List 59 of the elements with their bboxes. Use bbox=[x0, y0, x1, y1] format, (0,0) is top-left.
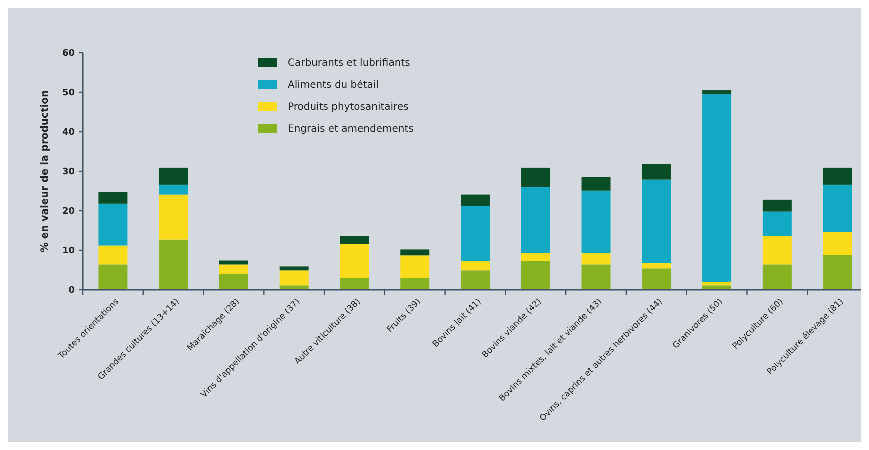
bar bbox=[521, 253, 550, 262]
y-tick-label: 50 bbox=[62, 88, 75, 98]
bar bbox=[219, 264, 248, 274]
bar bbox=[762, 236, 792, 265]
y-axis-title: % en valeur de la production bbox=[40, 90, 51, 253]
bar bbox=[762, 200, 792, 212]
bar bbox=[219, 274, 248, 290]
bar bbox=[582, 253, 611, 265]
y-tick-label: 40 bbox=[62, 128, 75, 138]
bar bbox=[521, 168, 550, 188]
bar bbox=[400, 256, 430, 278]
bar bbox=[702, 282, 732, 286]
bar bbox=[461, 270, 490, 290]
bar bbox=[642, 164, 672, 180]
bar bbox=[400, 278, 430, 290]
legend-label: Produits phytosanitaires bbox=[288, 102, 409, 113]
bar bbox=[762, 212, 792, 236]
bar bbox=[98, 246, 128, 265]
bar bbox=[582, 264, 611, 290]
bar bbox=[340, 236, 370, 244]
bar bbox=[159, 194, 188, 240]
y-tick-label: 10 bbox=[62, 246, 75, 256]
bar bbox=[159, 240, 188, 290]
bar bbox=[642, 263, 672, 269]
bar bbox=[823, 184, 852, 232]
bar bbox=[340, 278, 370, 290]
bar bbox=[521, 261, 550, 290]
bar bbox=[762, 264, 792, 290]
bar bbox=[702, 90, 732, 94]
legend-label: Aliments du bétail bbox=[288, 80, 379, 91]
y-tick-label: 20 bbox=[62, 207, 75, 217]
bar bbox=[280, 286, 309, 290]
y-tick-label: 0 bbox=[68, 286, 75, 296]
bar bbox=[461, 194, 490, 206]
bar bbox=[582, 190, 611, 254]
bar bbox=[280, 270, 309, 286]
bar bbox=[159, 184, 188, 195]
bar bbox=[280, 266, 309, 271]
bar bbox=[582, 177, 611, 191]
bar bbox=[400, 250, 430, 256]
legend-label: Carburants et lubrifiants bbox=[288, 58, 410, 69]
bar bbox=[98, 264, 128, 290]
legend-label: Engrais et amendements bbox=[288, 124, 414, 135]
bar bbox=[159, 168, 188, 185]
bar bbox=[823, 255, 852, 290]
bar bbox=[702, 94, 732, 282]
bar bbox=[823, 232, 852, 256]
bar bbox=[461, 261, 490, 271]
bar bbox=[521, 187, 550, 254]
bar bbox=[98, 204, 128, 246]
bar bbox=[98, 192, 128, 204]
bar bbox=[823, 168, 852, 185]
bar bbox=[461, 206, 490, 262]
bar bbox=[642, 180, 672, 264]
bar bbox=[340, 244, 370, 278]
y-tick-label: 60 bbox=[62, 49, 75, 59]
y-tick-label: 30 bbox=[62, 168, 75, 178]
bar bbox=[642, 268, 672, 290]
bar bbox=[702, 286, 732, 290]
